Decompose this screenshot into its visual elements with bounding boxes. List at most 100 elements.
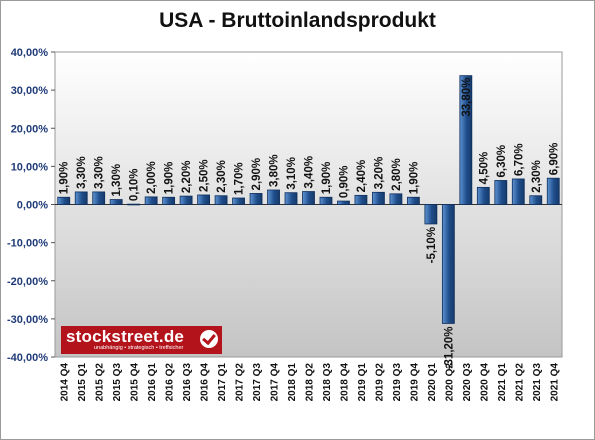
data-label: 3,40% [304,156,316,189]
data-label: 2,80% [391,158,403,191]
data-label: 0,90% [338,165,350,198]
x-tick-label: 2015 Q2 [95,363,106,402]
x-tick-label: 2020 Q4 [479,363,490,402]
data-label: 2,50% [199,159,211,192]
x-tick-label: 2017 Q4 [270,363,281,402]
bar-2021-q3 [529,195,543,205]
y-tick-label: 40,00% [11,47,49,59]
bar-2016-q3 [179,195,193,205]
y-tick-label: -30,00% [7,314,48,326]
data-label: 1,30% [111,164,123,197]
data-label: 0,10% [129,169,141,202]
data-label: 6,90% [548,143,560,176]
x-tick-label: 2017 Q3 [252,363,263,402]
bar-2019-q3 [389,193,403,205]
stockstreet-logo: stockstreet.de unabhängig • strategisch … [61,326,222,354]
x-tick-label: 2018 Q3 [322,363,333,402]
bar-2021-q1 [494,180,508,205]
bar-2019-q4 [406,196,420,205]
data-label: 3,20% [373,157,385,190]
bar-2015-q2 [92,191,106,205]
bar-2017-q1 [214,195,228,205]
x-tick-label: 2019 Q1 [357,363,368,402]
bar-2020-q3 [459,75,473,205]
y-tick-label: 10,00% [11,161,49,173]
y-tick-label: -10,00% [7,238,48,250]
x-tick-label: 2016 Q3 [182,363,193,402]
bar-2018-q4 [337,200,350,205]
x-tick-label: 2019 Q4 [409,363,420,402]
bar-2020-q1 [424,204,438,225]
x-tick-label: 2014 Q4 [60,363,71,402]
x-tick-label: 2020 Q1 [427,363,438,402]
data-label: 3,30% [94,156,106,189]
data-label: 6,70% [513,143,525,176]
data-label: 2,00% [146,161,158,194]
x-tick-label: 2021 Q2 [514,363,525,402]
data-label: 2,20% [181,161,193,194]
bar-2015-q4 [127,203,141,206]
bar-2018-q2 [302,191,315,205]
bar-2020-q4 [476,186,490,205]
bar-2015-q3 [109,199,123,205]
data-label: 1,90% [321,162,333,195]
x-tick-label: 2020 Q2 [444,363,455,402]
y-tick-label: -20,00% [7,276,48,288]
bar-2014-q4 [57,196,71,205]
data-label: 4,50% [478,152,490,185]
data-label: 3,10% [286,157,298,190]
y-tick-label: 20,00% [11,123,49,135]
x-tick-label: 2021 Q4 [549,363,560,402]
bar-2021-q2 [511,178,525,205]
x-tick-label: 2017 Q2 [235,363,246,402]
chart-title: USA - Bruttoinlandsprodukt [159,9,436,32]
bar-2020-q2 [441,204,455,324]
x-tick-label: 2021 Q3 [532,363,543,402]
data-label: 1,90% [408,162,420,195]
bar-2016-q2 [162,196,176,205]
bar-2021-q4 [546,177,560,205]
data-label: 2,30% [216,160,228,193]
y-tick-label: 0,00% [17,200,48,212]
bar-2016-q4 [197,194,211,205]
data-label: 1,90% [164,162,176,195]
data-label: 2,30% [531,160,543,193]
data-label: 2,90% [251,158,263,191]
x-tick-label: 2021 Q1 [497,363,508,402]
data-label: 6,30% [496,145,508,178]
data-label: 3,80% [269,154,281,187]
x-tick-label: 2018 Q1 [287,363,298,402]
x-tick-label: 2018 Q4 [339,363,350,402]
x-tick-label: 2016 Q4 [200,363,211,402]
x-tick-label: 2015 Q4 [130,363,141,402]
x-tick-label: 2016 Q2 [165,363,176,402]
y-tick-label: -40,00% [7,352,48,364]
bar-2015-q1 [74,191,88,205]
data-label: 2,40% [356,160,368,193]
data-label: 3,30% [76,156,88,189]
data-label: -5,10% [426,227,438,263]
bar-2019-q2 [372,191,385,205]
bar-2016-q1 [144,196,158,205]
x-tick-label: 2017 Q1 [217,363,228,402]
x-tick-label: 2015 Q1 [77,363,88,402]
bar-2017-q2 [232,197,245,205]
bar-2017-q4 [267,189,280,205]
logo-tagline: unabhängig • strategisch • treffsicher [94,345,184,351]
x-tick-label: 2016 Q1 [147,363,158,402]
x-tick-label: 2019 Q3 [392,363,403,402]
x-tick-label: 2019 Q2 [374,363,385,402]
x-tick-label: 2015 Q3 [112,363,123,402]
logo-name: stockstreet.de [66,327,185,346]
data-label: 1,70% [234,162,246,195]
bar-2019-q1 [354,194,368,205]
bar-2017-q3 [249,193,263,205]
data-label: 1,90% [59,162,71,195]
checkmark-icon [200,330,218,348]
data-label: -31,20% [443,326,455,369]
x-tick-label: 2020 Q3 [462,363,473,402]
data-label: 33,80% [461,78,473,117]
bar-2018-q3 [319,196,333,205]
y-tick-label: 30,00% [11,85,49,97]
